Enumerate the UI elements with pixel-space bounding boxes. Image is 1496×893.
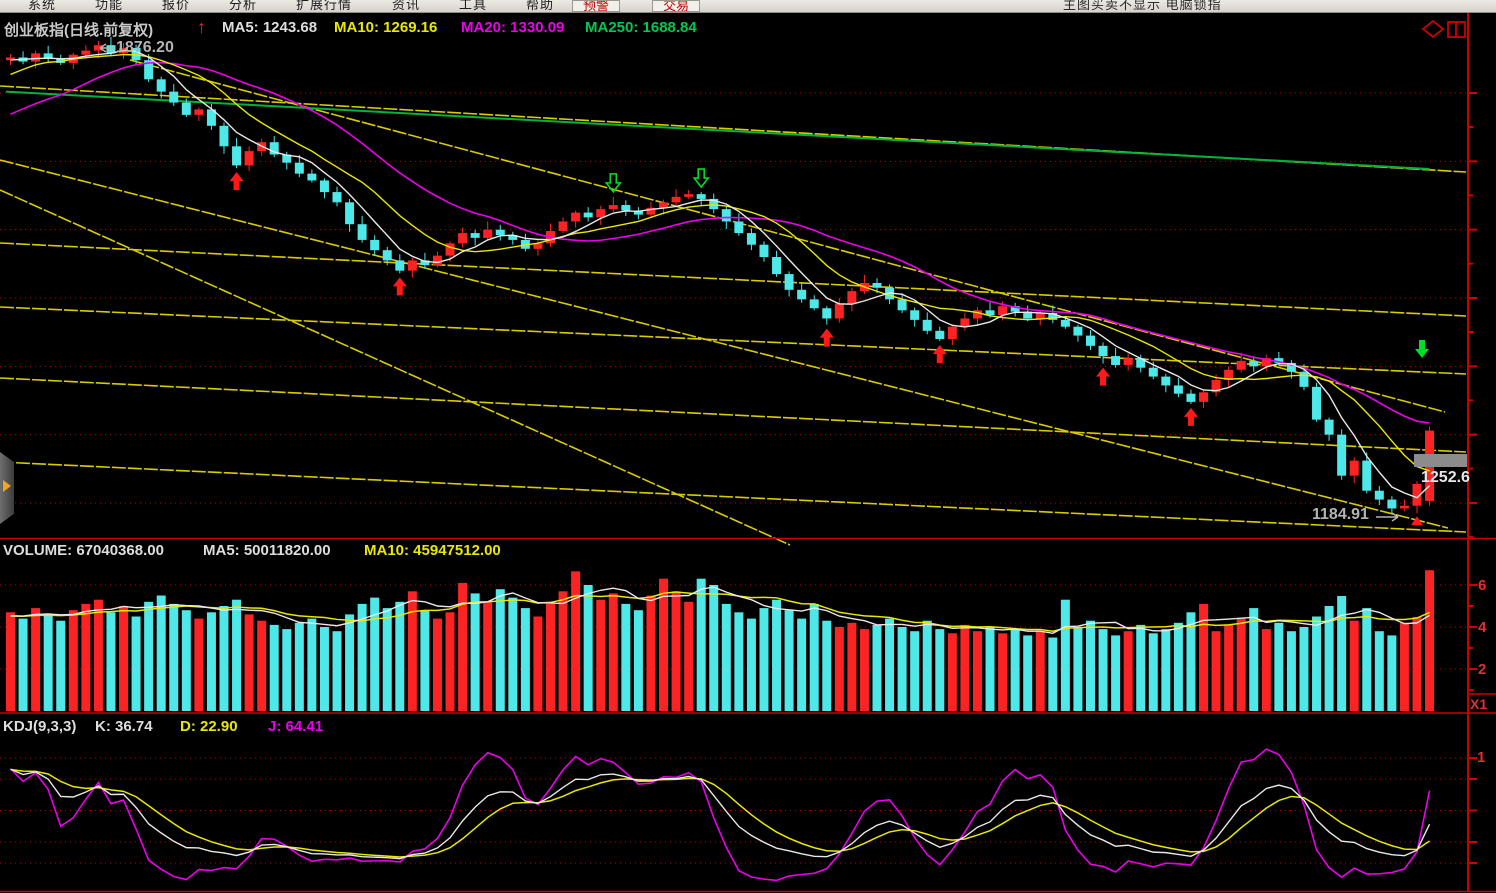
axis-ticks (1468, 92, 1477, 864)
signal-up-arrow-icon: ↑ (197, 17, 206, 37)
menu-item-2[interactable]: 报价 (162, 0, 191, 12)
volume-axis-4: 4 (1478, 619, 1487, 636)
menu-right-text: 主图买卖不显示 电脑锁指 (1063, 0, 1222, 12)
volume-ma5-line (10, 586, 1430, 635)
expand-arrow-icon (3, 480, 11, 492)
sidebar-expand-tab[interactable] (0, 452, 14, 524)
signal-markers (229, 168, 1429, 526)
menu-item-1[interactable]: 功能 (95, 0, 124, 12)
ma250-value: MA250: 1688.84 (585, 19, 697, 36)
last-price-value: 1252.6 (1421, 469, 1470, 486)
kdj-k-line (10, 768, 1431, 860)
high-label-arrow-icon (99, 43, 114, 53)
panel-borders (0, 13, 1496, 893)
menu-item-3[interactable]: 分析 (229, 0, 258, 12)
volume-ma5: MA5: 50011820.00 (203, 542, 331, 559)
last-price-tag (1414, 454, 1467, 467)
ma5-value: MA5: 1243.68 (222, 19, 318, 36)
menu-item-7[interactable]: 帮助 (526, 0, 555, 12)
kdj-j: J: 64.41 (268, 718, 324, 735)
ma250-line (5, 90, 1430, 170)
ma10-line (10, 53, 1430, 472)
price-gridlines (0, 92, 1466, 504)
volume-bars (6, 570, 1435, 711)
menu-item-5[interactable]: 资讯 (392, 0, 421, 12)
kdj-d: D: 22.90 (180, 718, 238, 735)
low-point-triangle-icon (1410, 516, 1423, 526)
low-price-label: 1184.91 (1312, 506, 1369, 523)
window-icons (1421, 19, 1466, 39)
menu-item-0[interactable]: 系统 (28, 0, 57, 12)
ma20-line (10, 61, 1430, 424)
volume-unit-label: X1 (1470, 696, 1488, 712)
kdj-d-line (10, 768, 1430, 858)
ma20-value: MA20: 1330.09 (461, 19, 565, 36)
menu-button-1[interactable]: 交易 (652, 0, 701, 12)
volume-axis-6: 6 (1478, 577, 1487, 594)
candles (6, 36, 1435, 514)
instrument-title: 创业板指(日线.前复权) (4, 22, 154, 39)
ma10-value: MA10: 1269.16 (334, 19, 438, 36)
menu-button-0[interactable]: 预警 (572, 0, 621, 12)
menu-item-6[interactable]: 工具 (459, 0, 488, 12)
kdj-axis-100: 1 (1477, 749, 1486, 766)
kdj-k: K: 36.74 (95, 718, 153, 735)
volume-axis-2: 2 (1478, 661, 1487, 678)
kdj-gridlines (0, 757, 1466, 864)
menu-item-4[interactable]: 扩展行情 (296, 0, 353, 12)
volume-title: VOLUME: 67040368.00 (3, 542, 164, 559)
volume-ma10-line (10, 591, 1430, 632)
ma5-line (10, 49, 1431, 499)
low-label-arrow-icon (1376, 512, 1399, 522)
menu-bar: 系统 功能 报价 分析 扩展行情 资讯 工具 帮助 预警 交易 主图买卖不显示 电脑锁指 (0, 0, 1496, 13)
volume-ma10: MA10: 45947512.00 (364, 542, 501, 559)
kdj-title: KDJ(9,3,3) (3, 718, 77, 735)
high-price-label: 1876.20 (116, 39, 174, 56)
diamond-icon (1421, 19, 1445, 39)
kdj-j-line (9, 748, 1431, 882)
